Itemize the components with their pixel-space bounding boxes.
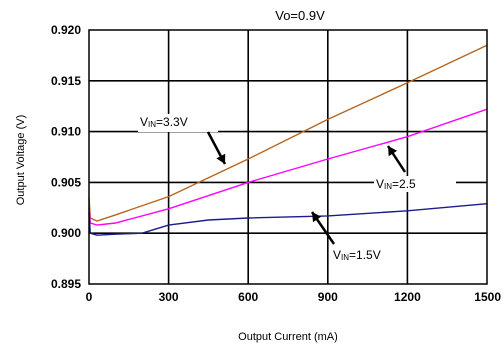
- x-tick-label: 0: [86, 290, 93, 304]
- series-line: [88, 108, 488, 226]
- plot-frame: [88, 29, 488, 285]
- y-tick-label: 0.900: [51, 226, 81, 240]
- x-tick-label: 600: [238, 290, 258, 304]
- y-tick-labels: 0.895 0.900 0.905 0.910 0.915 0.920: [51, 23, 81, 291]
- annotation-label: VIN=3.3V: [140, 115, 188, 129]
- annotation-background: [138, 114, 218, 132]
- y-tick-label: 0.905: [51, 175, 81, 189]
- series-annotation: VIN=1.5V: [310, 211, 406, 263]
- annotation-arrowhead: [216, 153, 226, 164]
- annotation-label: VIN=1.5V: [333, 248, 381, 262]
- y-tick-label: 0.915: [51, 74, 81, 88]
- series-annotations: VIN=3.3V VIN=2.5 VIN=1.5V: [138, 114, 456, 263]
- series-annotation: VIN=3.3V: [138, 114, 227, 165]
- data-series: [88, 44, 488, 236]
- chart-title: Vo=0.9V: [275, 8, 325, 23]
- series-line: [88, 203, 488, 236]
- annotation-background: [330, 247, 406, 263]
- y-tick-label: 0.910: [51, 125, 81, 139]
- gridlines: [89, 30, 487, 284]
- y-axis-title: Output Voltage (V): [15, 115, 27, 206]
- series-annotation: VIN=2.5: [374, 145, 456, 192]
- annotation-background: [374, 176, 456, 192]
- x-tick-label: 900: [318, 290, 338, 304]
- x-axis-title: Output Current (mA): [238, 331, 338, 343]
- annotation-arrowhead: [312, 212, 322, 223]
- x-tick-labels: 0 300 600 900 1200 1500: [86, 290, 502, 304]
- y-tick-label: 0.920: [51, 23, 81, 37]
- x-tick-label: 300: [159, 290, 179, 304]
- annotation-label: VIN=2.5: [376, 177, 416, 191]
- x-tick-label: 1500: [474, 290, 501, 304]
- y-tick-label: 0.895: [51, 277, 81, 291]
- annotation-arrowhead: [388, 146, 398, 157]
- series-line: [88, 44, 488, 222]
- x-tick-label: 1200: [394, 290, 421, 304]
